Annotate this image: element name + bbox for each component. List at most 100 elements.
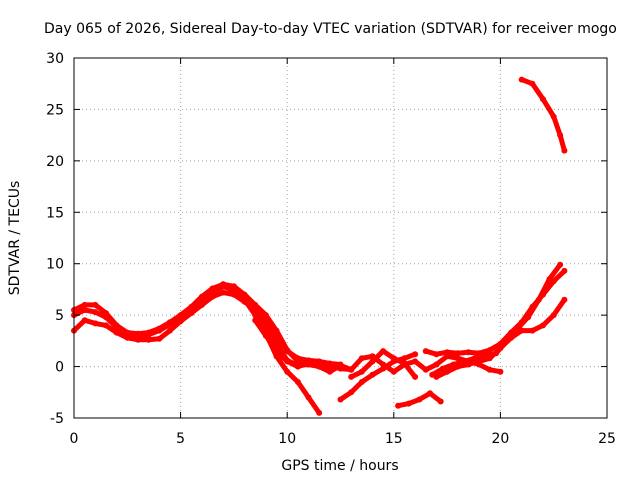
x-tick-label: 10: [278, 431, 296, 447]
data-point: [305, 360, 312, 367]
y-axis-label: SDTVAR / TECUs: [7, 181, 23, 296]
data-point: [252, 317, 259, 324]
y-tick-label: 30: [46, 51, 64, 67]
data-point: [220, 281, 227, 288]
data-point: [262, 312, 269, 319]
plot-border: [73, 57, 608, 419]
data-point: [230, 283, 237, 290]
data-point: [241, 291, 248, 298]
data-point: [557, 132, 564, 139]
data-point: [557, 261, 564, 268]
data-point: [535, 296, 542, 303]
data-point: [497, 345, 504, 352]
data-point: [433, 373, 440, 380]
data-point: [380, 365, 387, 372]
data-point: [486, 355, 493, 362]
chart-title: Day 065 of 2026, Sidereal Day-to-day VTE…: [44, 21, 617, 37]
x-tick-label: 5: [176, 431, 185, 447]
data-point: [220, 289, 227, 296]
y-tick-label: 5: [55, 308, 64, 324]
data-point: [444, 349, 451, 356]
data-point: [177, 318, 184, 325]
data-point: [546, 276, 553, 283]
x-tick-label: 20: [491, 431, 509, 447]
data-series-group: [71, 76, 568, 416]
data-point: [273, 348, 280, 355]
data-point: [230, 291, 237, 298]
data-point: [252, 301, 259, 308]
data-point: [561, 296, 568, 303]
data-point: [166, 321, 173, 328]
data-point: [358, 379, 365, 385]
data-point: [550, 312, 557, 319]
data-point: [433, 351, 440, 358]
data-point: [454, 350, 461, 357]
x-axis-label: GPS time / hours: [281, 458, 398, 474]
data-point: [427, 390, 433, 397]
data-point: [416, 396, 423, 403]
data-point: [188, 310, 195, 317]
data-point: [561, 147, 568, 154]
data-point: [348, 389, 355, 396]
data-point: [476, 358, 483, 365]
data-point: [103, 314, 109, 321]
data-point: [273, 327, 280, 334]
data-point: [337, 396, 344, 403]
data-point: [390, 368, 397, 375]
data-point: [241, 298, 248, 305]
grid-lines: [74, 58, 607, 418]
data-point: [390, 355, 397, 362]
x-tick-label: 15: [385, 431, 403, 447]
data-point: [262, 332, 269, 339]
data-point: [454, 355, 461, 362]
data-point: [486, 347, 493, 354]
data-point: [497, 368, 504, 375]
data-point: [412, 351, 419, 358]
data-point: [401, 355, 408, 362]
data-point: [284, 368, 291, 375]
data-point: [294, 363, 301, 370]
y-tick-label: 15: [46, 205, 64, 221]
y-tick-label: 25: [46, 102, 64, 118]
data-point: [422, 348, 429, 355]
data-point: [395, 402, 402, 409]
data-point: [525, 314, 532, 321]
data-point: [437, 398, 444, 405]
data-point: [337, 362, 344, 369]
data-point: [166, 327, 173, 334]
data-point: [486, 366, 493, 373]
data-point: [465, 361, 472, 368]
data-point: [518, 76, 525, 83]
data-point: [81, 307, 88, 313]
y-tick-label: -5: [50, 411, 64, 427]
y-tick-label: 20: [46, 154, 64, 170]
data-point: [529, 327, 536, 334]
data-point: [145, 336, 152, 343]
data-point: [145, 331, 152, 338]
series-line-trace-l: [519, 77, 567, 154]
series-line-trace-c: [71, 290, 343, 367]
x-tick-label: 0: [70, 431, 79, 447]
y-tick-label: 10: [46, 257, 64, 273]
data-point: [326, 368, 333, 375]
series-line-trace-i: [423, 268, 567, 357]
data-point: [433, 361, 440, 368]
data-point: [124, 334, 131, 341]
data-point: [550, 113, 557, 120]
data-point: [113, 329, 120, 336]
data-point: [358, 368, 365, 375]
data-point: [518, 327, 525, 334]
data-point: [412, 373, 419, 380]
data-point: [103, 322, 109, 329]
data-point: [92, 309, 99, 316]
data-point: [369, 358, 376, 365]
data-point: [348, 373, 355, 380]
data-point: [540, 96, 546, 103]
data-point: [92, 320, 99, 327]
data-point: [405, 400, 412, 407]
axis-ticks: 0 5 10 15 20 25 -5 0 5 10 15 20 25 30: [46, 51, 616, 447]
x-tick-label: 25: [598, 431, 616, 447]
data-point: [358, 355, 365, 362]
data-point: [316, 363, 323, 370]
